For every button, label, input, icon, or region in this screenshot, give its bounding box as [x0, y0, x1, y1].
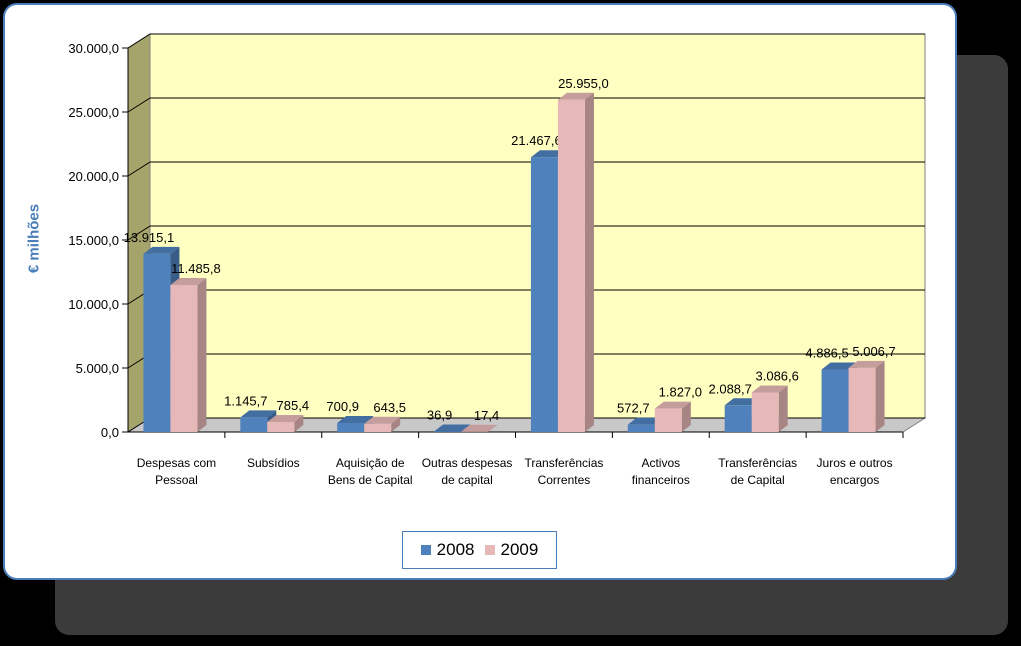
- grid-line: [127, 33, 151, 49]
- bar-side: [488, 424, 498, 432]
- bar-front: [557, 99, 585, 432]
- bar-front: [654, 408, 682, 432]
- x-tick-label: Activos financeiros: [631, 456, 690, 487]
- bar: [364, 416, 401, 432]
- bar-front: [530, 157, 558, 432]
- value-label: 643,5: [373, 400, 406, 415]
- value-label: 25.955,0: [558, 76, 609, 91]
- grid-line: [127, 161, 151, 177]
- y-tick-label: 0,0: [101, 425, 119, 440]
- bar-top: [848, 360, 885, 368]
- bar: [267, 414, 304, 432]
- value-label: 3.086,6: [756, 368, 799, 383]
- bar-top: [434, 424, 471, 432]
- bar-top: [267, 414, 304, 422]
- bar-side: [584, 92, 594, 432]
- legend-label: 2009: [500, 540, 539, 559]
- x-tick-label: Subsídios: [246, 456, 300, 470]
- bar-top: [143, 246, 180, 254]
- bar-top: [751, 385, 788, 393]
- bar-top: [364, 416, 401, 424]
- bar-top: [240, 410, 277, 418]
- bar-front: [724, 405, 752, 432]
- legend-label: 2008: [436, 540, 475, 559]
- x-tick-label: Aquisição de Bens de Capital: [327, 456, 413, 487]
- bar-front: [143, 253, 171, 432]
- bar: [170, 277, 207, 432]
- x-tick-label: Despesas com Pessoal: [136, 456, 217, 487]
- value-label: 11.485,8: [171, 261, 221, 276]
- grid-line: [127, 97, 151, 113]
- bar-top: [557, 92, 594, 100]
- y-tick-label: 5.000,0: [76, 361, 119, 376]
- legend-entry: 2009: [484, 540, 539, 560]
- bar-front: [751, 392, 779, 432]
- bar-top: [461, 424, 498, 432]
- bar-front: [267, 421, 295, 432]
- value-label: 2.088,7: [709, 381, 752, 396]
- bar-front: [170, 284, 198, 432]
- bar-top: [821, 362, 858, 370]
- bar: [751, 385, 788, 432]
- bar-top: [170, 277, 207, 285]
- x-tick-label: Transferências de Capital: [718, 456, 798, 487]
- value-label: 1.145,7: [224, 393, 267, 408]
- bar-side: [197, 277, 207, 432]
- value-label: 21.467,6: [511, 133, 562, 148]
- bar-side: [875, 360, 885, 432]
- bar-front: [240, 417, 268, 432]
- y-tick-label: 30.000,0: [68, 41, 119, 56]
- value-label: 4.886,5: [805, 345, 848, 360]
- value-label: 17,4: [474, 408, 499, 423]
- value-label: 13.915,1: [124, 230, 175, 245]
- y-axis-label: € milhões: [25, 203, 43, 274]
- bar-side: [681, 401, 691, 432]
- value-label: 1.827,0: [659, 385, 702, 400]
- bar: [557, 92, 594, 432]
- grid-line: [127, 225, 151, 241]
- bar: [654, 401, 691, 432]
- bar-front: [627, 424, 655, 432]
- bar-side: [294, 414, 304, 432]
- x-tick-label: Outras despesas de capital: [421, 456, 513, 487]
- x-tick-label: Juros e outros encargos: [816, 456, 893, 487]
- bar-top: [337, 416, 374, 424]
- bar-top: [654, 401, 691, 409]
- y-tick-label: 25.000,0: [68, 105, 119, 120]
- bar-front: [337, 423, 365, 432]
- legend-swatch: [484, 545, 495, 555]
- bar: [848, 360, 885, 432]
- bar-side: [778, 385, 788, 432]
- bar-front: [364, 423, 392, 432]
- y-tick-label: 15.000,0: [68, 233, 119, 248]
- legend-entry: 2008: [420, 540, 475, 560]
- value-label: 700,9: [326, 399, 359, 414]
- bar-side: [391, 416, 401, 432]
- value-label: 5.006,7: [852, 344, 895, 359]
- legend: 2008 2009: [402, 531, 557, 569]
- bar-front: [848, 367, 876, 432]
- bar: [461, 424, 498, 432]
- legend-swatch: [420, 545, 431, 555]
- value-label: 572,7: [617, 401, 650, 416]
- y-tick-label: 10.000,0: [68, 297, 119, 312]
- bar-front: [821, 369, 849, 432]
- value-label: 36,9: [427, 408, 452, 423]
- y-tick-label: 20.000,0: [68, 169, 119, 184]
- x-tick-label: Transferências Correntes: [524, 456, 604, 487]
- value-label: 785,4: [277, 398, 310, 413]
